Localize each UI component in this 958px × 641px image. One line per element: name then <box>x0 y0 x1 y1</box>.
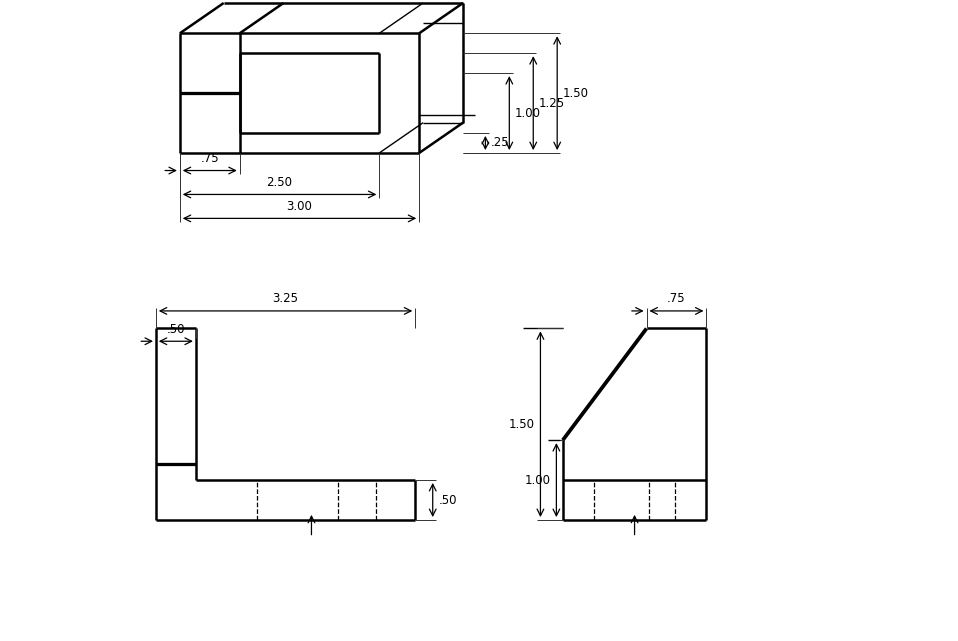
Text: 1.00: 1.00 <box>514 106 541 120</box>
Text: 3.25: 3.25 <box>272 292 299 305</box>
Text: .25: .25 <box>490 137 510 149</box>
Text: .50: .50 <box>167 322 185 336</box>
Text: 2.50: 2.50 <box>266 176 292 189</box>
Text: 1.50: 1.50 <box>509 418 535 431</box>
Text: .75: .75 <box>667 292 686 305</box>
Text: 1.25: 1.25 <box>538 97 565 110</box>
Text: .50: .50 <box>439 494 457 506</box>
Text: 1.00: 1.00 <box>525 474 551 487</box>
Text: 3.00: 3.00 <box>286 200 312 213</box>
Text: .75: .75 <box>200 152 219 165</box>
Text: 1.50: 1.50 <box>562 87 589 99</box>
